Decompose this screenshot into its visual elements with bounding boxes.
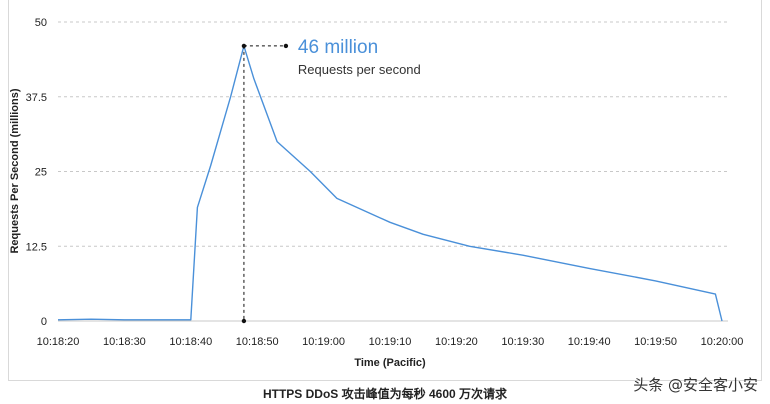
y-tick-label: 37.5 (26, 92, 47, 104)
x-tick-label: 10:20:00 (701, 336, 744, 348)
chart-frame (8, 0, 762, 381)
x-axis-title: Time (Pacific) (354, 357, 426, 369)
x-tick-labels: 10:18:20 10:18:30 10:18:40 10:18:50 10:19:00… (37, 336, 744, 348)
watermark: 头条 @安全客小安 (633, 376, 758, 394)
x-tick-label: 10:19:30 (501, 336, 544, 348)
figure-caption: HTTPS DDoS 攻击峰值为每秒 4600 万次请求 (262, 387, 508, 401)
y-tick-label: 12.5 (26, 241, 47, 253)
peak-annotation: 46 million Requests per second (241, 37, 421, 324)
x-tick-label: 10:18:30 (103, 336, 146, 348)
series-layer (57, 45, 723, 322)
x-tick-label: 10:19:00 (302, 336, 345, 348)
y-tick-label: 0 (41, 316, 47, 328)
x-tick-label: 10:18:50 (236, 336, 279, 348)
series-line (57, 45, 723, 322)
y-tick-labels: 0 12.5 25 37.5 50 (26, 17, 47, 328)
axis-dot (241, 318, 247, 324)
x-tick-label: 10:18:20 (37, 336, 80, 348)
y-tick-label: 50 (35, 17, 47, 29)
peak-value-label: 46 million (298, 37, 378, 58)
x-tick-label: 10:19:10 (369, 336, 412, 348)
leader-end-dot (283, 43, 289, 49)
x-tick-label: 10:19:50 (634, 336, 677, 348)
peak-unit-label: Requests per second (298, 62, 421, 77)
x-tick-label: 10:18:40 (169, 336, 212, 348)
y-tick-label: 25 (35, 167, 47, 179)
x-tick-label: 10:19:20 (435, 336, 478, 348)
grid-lines (58, 21, 728, 322)
y-axis-title: Requests Per Second (millions) (9, 88, 21, 253)
peak-dot (241, 43, 247, 49)
x-tick-label: 10:19:40 (568, 336, 611, 348)
